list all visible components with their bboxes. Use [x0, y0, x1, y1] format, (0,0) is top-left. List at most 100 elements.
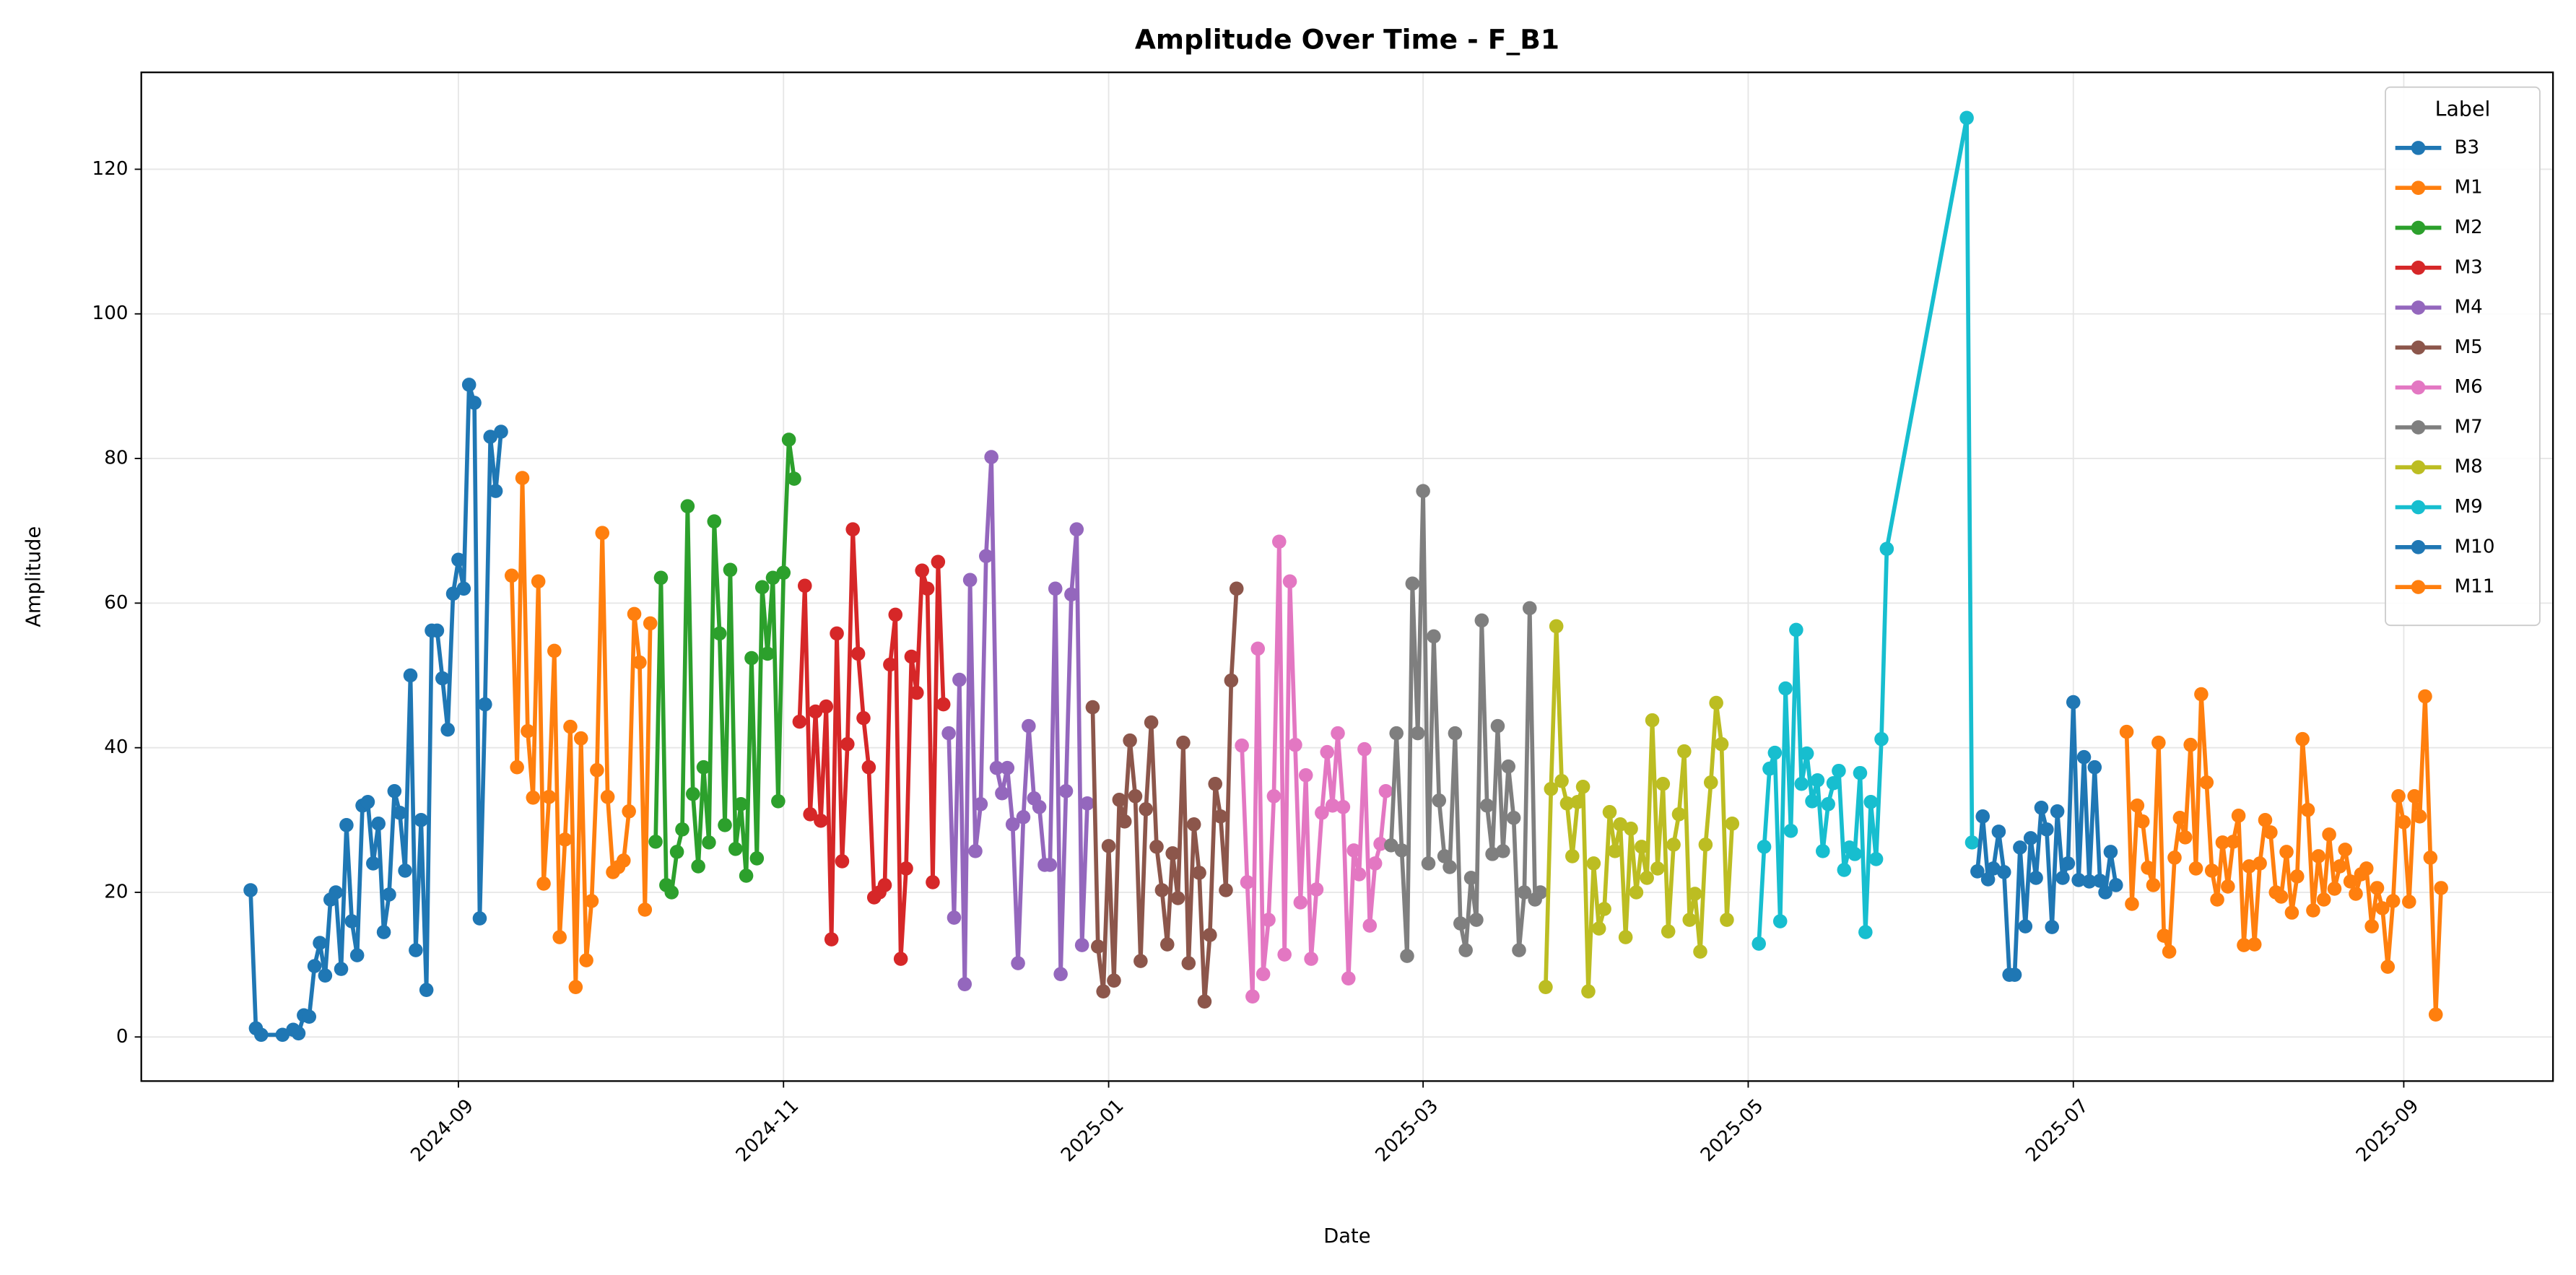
data-point [1453, 916, 1468, 931]
data-point [643, 616, 658, 631]
data-point [547, 643, 562, 658]
data-point [1224, 673, 1239, 688]
data-point [696, 760, 711, 775]
data-point [627, 606, 642, 622]
data-point [2333, 859, 2347, 874]
data-point [1133, 954, 1148, 968]
data-point [702, 835, 716, 850]
y-tick-label: 0 [116, 1026, 129, 1048]
data-point [445, 586, 461, 601]
data-point [1975, 809, 1990, 824]
data-point [1522, 601, 1537, 616]
data-point [552, 930, 567, 944]
data-point [691, 859, 705, 874]
data-point [478, 697, 492, 712]
data-point [2071, 873, 2086, 887]
legend-marker [2411, 540, 2426, 554]
data-point [488, 484, 503, 498]
data-point [1096, 984, 1110, 998]
data-point [1336, 800, 1351, 814]
data-point [1980, 872, 1996, 887]
data-point [1458, 943, 1473, 957]
data-point [1517, 885, 1532, 900]
data-point [1186, 817, 1201, 832]
data-point [1352, 867, 1367, 882]
data-point [1250, 641, 1266, 656]
data-point [2423, 850, 2438, 865]
y-axis-label: Amplitude [22, 526, 45, 627]
data-point [904, 649, 919, 664]
data-point [243, 883, 258, 897]
data-point [349, 948, 365, 962]
data-point [1341, 971, 1356, 985]
data-point [845, 522, 861, 536]
data-point [2359, 861, 2374, 876]
data-point [2263, 825, 2278, 840]
legend-label: M6 [2455, 376, 2483, 398]
data-point [2146, 878, 2161, 892]
data-point [387, 783, 402, 798]
data-point [568, 980, 583, 994]
data-point [1298, 767, 1313, 783]
data-point [1575, 779, 1591, 794]
data-point [926, 875, 940, 889]
data-point [1602, 805, 1617, 819]
legend-box [2385, 86, 2541, 627]
data-point [723, 562, 738, 578]
data-point [1757, 840, 1772, 854]
data-point [877, 878, 892, 892]
data-point [2092, 874, 2107, 888]
data-point [275, 1027, 290, 1043]
data-point [1959, 110, 1974, 126]
data-point [1064, 587, 1079, 602]
y-tick-label: 80 [104, 448, 128, 469]
data-point [1783, 824, 1798, 838]
data-point [888, 607, 903, 622]
data-point [2151, 735, 2166, 750]
data-point [2396, 815, 2411, 830]
data-point [1986, 861, 2001, 876]
data-point [494, 425, 508, 439]
data-point [334, 962, 349, 976]
data-point [734, 797, 748, 811]
data-point [1362, 918, 1378, 933]
data-point [1261, 913, 1276, 927]
data-point [648, 835, 663, 849]
data-point [1629, 885, 1644, 900]
data-point [808, 704, 823, 719]
data-point [1650, 861, 1665, 876]
data-point [787, 471, 801, 486]
data-point [2290, 869, 2305, 884]
data-point [1640, 871, 1654, 885]
data-point [344, 914, 360, 928]
data-point [595, 526, 610, 540]
data-point [440, 722, 455, 737]
data-point [2177, 830, 2193, 845]
data-point [685, 786, 700, 801]
data-point [1053, 967, 1068, 981]
data-point [1485, 847, 1500, 861]
data-point [1868, 852, 1884, 866]
data-point [1709, 695, 1723, 710]
data-point [899, 861, 913, 876]
data-point [2172, 811, 2188, 825]
data-point [1858, 925, 1873, 939]
data-point [1272, 534, 1287, 549]
data-point [1853, 765, 1868, 780]
data-point [1389, 726, 1404, 741]
series-line [797, 527, 946, 961]
data-point [1410, 726, 1425, 741]
data-point [712, 626, 727, 641]
data-point [728, 842, 743, 856]
data-point [1058, 783, 1074, 798]
data-point [2295, 731, 2310, 747]
data-point [291, 1026, 306, 1041]
series-line [1544, 624, 1735, 994]
data-point [1176, 735, 1191, 750]
data-point [504, 568, 519, 583]
data-point [675, 822, 689, 837]
data-point [1282, 574, 1297, 589]
data-point [430, 623, 445, 638]
data-point [1512, 943, 1526, 957]
data-point [803, 807, 817, 822]
